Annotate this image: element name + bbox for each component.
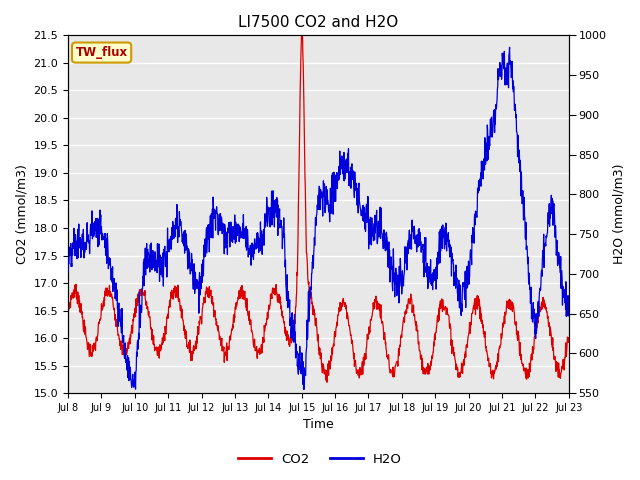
Text: TW_flux: TW_flux — [76, 46, 127, 59]
Title: LI7500 CO2 and H2O: LI7500 CO2 and H2O — [238, 15, 399, 30]
Y-axis label: H2O (mmol/m3): H2O (mmol/m3) — [612, 164, 625, 264]
Legend: CO2, H2O: CO2, H2O — [233, 447, 407, 471]
Y-axis label: CO2 (mmol/m3): CO2 (mmol/m3) — [15, 164, 28, 264]
X-axis label: Time: Time — [303, 419, 333, 432]
